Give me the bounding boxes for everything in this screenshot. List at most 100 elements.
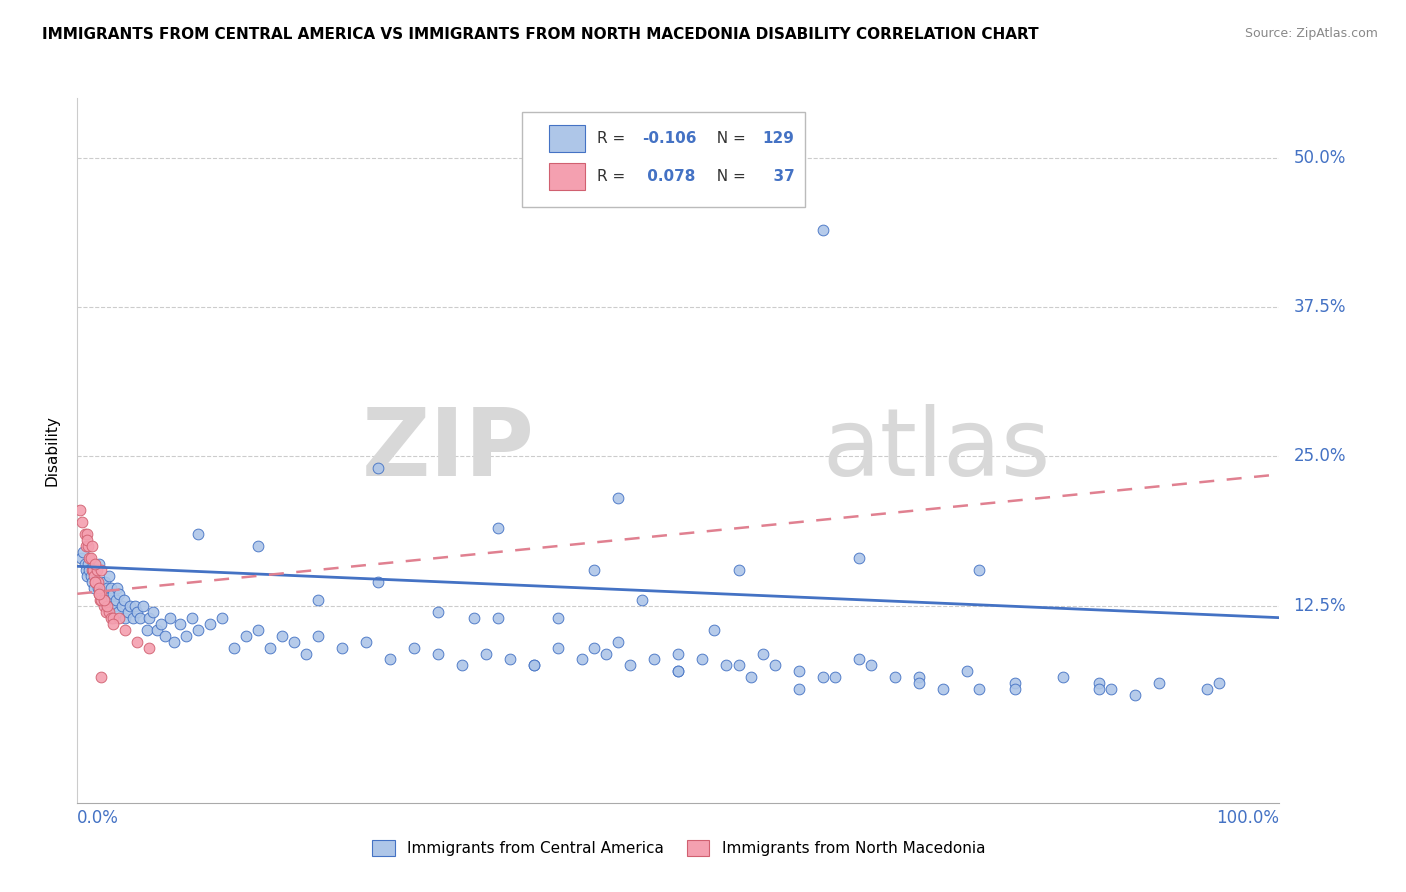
Point: [112, 592, 135, 607]
Point: [73, 527, 96, 541]
Point: [82, 557, 104, 571]
Point: [93, 592, 115, 607]
Point: [90, 670, 112, 684]
Text: 25.0%: 25.0%: [1294, 448, 1346, 466]
Point: [80, 563, 103, 577]
Point: [86, 574, 108, 589]
Point: [402, 640, 425, 655]
Point: [307, 629, 329, 643]
Point: [186, 527, 209, 541]
Point: [89, 592, 111, 607]
Point: [82, 563, 104, 577]
Point: [153, 629, 176, 643]
Point: [87, 587, 110, 601]
Point: [162, 634, 184, 648]
Point: [107, 605, 129, 619]
Point: [367, 574, 389, 589]
Point: [79, 551, 101, 566]
Text: ZIP: ZIP: [361, 404, 534, 497]
Point: [932, 682, 955, 697]
Point: [1052, 670, 1074, 684]
Point: [94, 574, 117, 589]
Point: [103, 616, 125, 631]
Point: [96, 581, 118, 595]
Point: [859, 658, 882, 673]
Point: [138, 610, 160, 624]
Point: [1088, 682, 1111, 697]
Point: [967, 563, 990, 577]
Point: [1197, 682, 1219, 697]
Y-axis label: Disability: Disability: [44, 415, 59, 486]
Point: [824, 670, 846, 684]
Point: [451, 658, 474, 673]
Point: [69, 503, 91, 517]
Point: [354, 634, 377, 648]
Point: [89, 587, 111, 601]
Point: [668, 665, 690, 679]
Point: [378, 652, 401, 666]
Text: 12.5%: 12.5%: [1294, 597, 1346, 615]
Point: [159, 610, 181, 624]
Point: [186, 623, 209, 637]
Point: [87, 587, 110, 601]
Point: [367, 461, 389, 475]
Point: [128, 610, 150, 624]
Point: [246, 623, 269, 637]
Point: [180, 610, 202, 624]
Point: [76, 569, 98, 583]
Point: [1004, 676, 1026, 690]
Point: [486, 521, 509, 535]
Point: [1123, 688, 1146, 702]
Legend: Immigrants from Central America, Immigrants from North Macedonia: Immigrants from Central America, Immigra…: [366, 834, 991, 862]
Point: [643, 652, 665, 666]
Point: [427, 605, 450, 619]
Point: [77, 539, 100, 553]
Point: [787, 682, 810, 697]
Point: [142, 605, 165, 619]
Point: [668, 665, 690, 679]
Point: [523, 658, 546, 673]
Point: [727, 658, 749, 673]
Point: [169, 616, 191, 631]
Point: [486, 610, 509, 624]
Point: [114, 610, 136, 624]
Point: [883, 670, 905, 684]
Point: [1099, 682, 1122, 697]
Point: [90, 563, 112, 577]
Text: R =: R =: [596, 131, 630, 145]
Point: [595, 647, 617, 661]
Point: [104, 592, 127, 607]
Point: [1004, 682, 1026, 697]
Point: [583, 640, 606, 655]
Point: [145, 623, 167, 637]
Point: [211, 610, 233, 624]
Bar: [548, 163, 585, 190]
Text: 37.5%: 37.5%: [1294, 298, 1346, 316]
Point: [198, 616, 221, 631]
Point: [908, 670, 931, 684]
Point: [956, 665, 979, 679]
Point: [848, 551, 870, 566]
Point: [90, 592, 112, 607]
Text: R =: R =: [596, 169, 630, 184]
Point: [124, 599, 146, 613]
Point: [96, 605, 118, 619]
Point: [121, 610, 143, 624]
Point: [740, 670, 762, 684]
Point: [101, 599, 124, 613]
Point: [79, 563, 101, 577]
Point: [79, 569, 101, 583]
Point: [80, 539, 103, 553]
Point: [84, 563, 107, 577]
FancyBboxPatch shape: [522, 112, 804, 207]
Point: [111, 599, 134, 613]
Point: [96, 599, 118, 613]
Point: [97, 605, 120, 619]
Point: [1088, 676, 1111, 690]
Point: [692, 652, 714, 666]
Point: [117, 605, 139, 619]
Text: -0.106: -0.106: [643, 131, 697, 145]
Point: [76, 533, 98, 547]
Point: [83, 581, 105, 595]
Point: [108, 587, 131, 601]
